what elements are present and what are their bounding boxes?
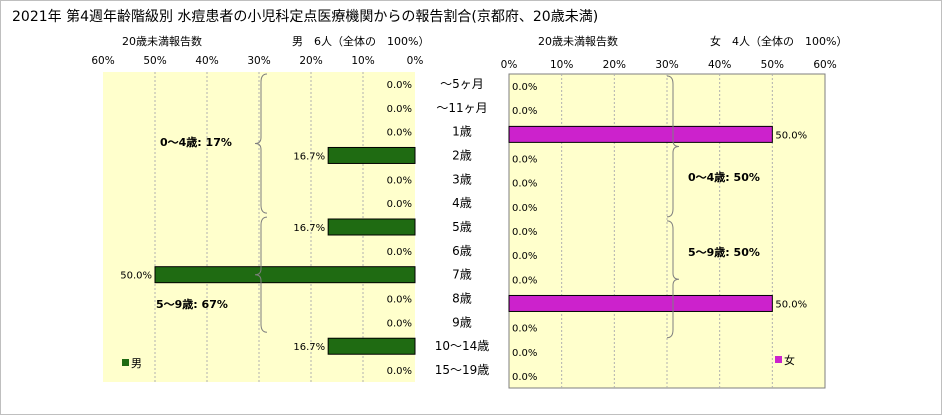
male-value-label: 16.7%: [293, 342, 325, 353]
female-0-4-brace: [666, 75, 680, 218]
left-header: 男 6人（全体の 100%）: [292, 34, 429, 48]
female-bar: [508, 294, 773, 312]
female-5-9-annotation: 5～9歳: 50%: [688, 245, 760, 259]
age-label: 6歳: [452, 244, 472, 258]
male-0-4-annotation: 0～4歳: 17%: [160, 135, 232, 149]
age-label: 8歳: [452, 292, 472, 306]
right-x-tick-label: 20%: [603, 59, 626, 71]
male-bar: [327, 337, 416, 355]
female-5-9-brace: [666, 220, 680, 339]
male-5-9-annotation: 5～9歳: 67%: [156, 297, 228, 311]
male-value-label: 16.7%: [293, 223, 325, 234]
male-value-label: 0.0%: [387, 318, 412, 329]
female-value-label: 0.0%: [512, 251, 537, 262]
legend-male-label: 男: [131, 357, 142, 370]
legend-female-swatch: [775, 356, 782, 363]
age-label: ～5ヶ月: [440, 77, 484, 91]
age-label: 2歳: [452, 148, 472, 162]
male-value-label: 0.0%: [387, 199, 412, 210]
male-bars: [154, 146, 416, 355]
male-value-label: 0.0%: [387, 104, 412, 115]
right-x-axis-ticks: 0% 10% 20% 30% 40% 50% 60%: [501, 59, 837, 71]
right-x-tick-label: 60%: [813, 59, 836, 71]
female-value-label: 0.0%: [512, 106, 537, 117]
left-x-tick-label: 50%: [143, 55, 166, 67]
male-value-label: 0.0%: [387, 295, 412, 306]
left-x-tick-label: 20%: [299, 55, 322, 67]
right-x-tick-label: 30%: [655, 59, 678, 71]
female-value-labels: 0.0% 0.0% 50.0% 0.0% 0.0% 0.0% 0.0% 0.0% 0.0% 50.…: [512, 82, 807, 383]
left-x-tick-label: 30%: [247, 55, 270, 67]
age-label: 9歳: [452, 315, 472, 329]
legend-male-swatch: [122, 359, 129, 366]
right-x-tick-label: 50%: [761, 59, 784, 71]
female-bar: [508, 125, 773, 143]
right-x-tick-label: 10%: [550, 59, 573, 71]
chart-title: 2021年 第4週年齢階級別 水痘患者の小児科定点医療機関からの報告割合(京都府…: [12, 8, 598, 25]
age-label: 3歳: [452, 172, 472, 186]
legend-female-label: 女: [784, 353, 795, 367]
age-label: 10～14歳: [435, 339, 490, 353]
male-value-label: 16.7%: [293, 151, 325, 162]
age-label: 1歳: [452, 125, 472, 139]
female-value-label: 0.0%: [512, 227, 537, 238]
right-header: 女 4人（全体の 100%）: [710, 34, 847, 48]
left-x-axis-ticks: 0% 10% 20% 30% 40% 50% 60%: [91, 55, 423, 67]
female-value-label: 0.0%: [512, 203, 537, 214]
age-label: ～11ヶ月: [436, 101, 487, 115]
left-x-tick-label: 0%: [407, 55, 424, 67]
male-value-label: 0.0%: [387, 128, 412, 139]
female-bars: [508, 125, 773, 312]
female-value-label: 0.0%: [512, 155, 537, 166]
male-bar: [154, 266, 416, 284]
male-bar: [327, 146, 416, 164]
right-x-tick-label: 0%: [501, 59, 518, 71]
age-label: 7歳: [452, 268, 472, 282]
male-value-label: 0.0%: [387, 175, 412, 186]
male-value-label: 0.0%: [387, 80, 412, 91]
female-value-label: 50.0%: [775, 299, 807, 310]
left-x-tick-label: 40%: [195, 55, 218, 67]
female-value-label: 50.0%: [775, 130, 807, 141]
age-group-braces: [254, 73, 680, 339]
male-5-9-brace: [254, 216, 268, 333]
male-value-label: 50.0%: [120, 271, 152, 282]
female-0-4-annotation: 0～4歳: 50%: [688, 170, 760, 184]
female-value-label: 0.0%: [512, 179, 537, 190]
age-category-labels: ～5ヶ月 ～11ヶ月 1歳 2歳 3歳 4歳 5歳 6歳 7歳 8歳 9歳 10～14歳 15～19歳: [435, 77, 490, 377]
left-caption: 20歳未満報告数: [122, 35, 202, 48]
age-label: 15～19歳: [435, 363, 490, 377]
female-value-label: 0.0%: [512, 275, 537, 286]
age-label: 5歳: [452, 220, 472, 234]
right-caption: 20歳未満報告数: [538, 35, 618, 48]
male-bar: [327, 218, 416, 236]
female-value-label: 0.0%: [512, 348, 537, 359]
right-x-tick-label: 40%: [708, 59, 731, 71]
female-value-label: 0.0%: [512, 324, 537, 335]
female-value-label: 0.0%: [512, 372, 537, 383]
left-x-tick-label: 10%: [351, 55, 374, 67]
male-value-label: 0.0%: [387, 247, 412, 258]
female-value-label: 0.0%: [512, 82, 537, 93]
age-label: 4歳: [452, 196, 472, 210]
male-value-labels: 0.0% 0.0% 0.0% 16.7% 0.0% 0.0% 16.7% 0.0% 50.0% 0…: [120, 80, 412, 377]
left-x-tick-label: 60%: [91, 55, 114, 67]
male-value-label: 0.0%: [387, 366, 412, 377]
male-0-4-brace: [254, 73, 268, 214]
